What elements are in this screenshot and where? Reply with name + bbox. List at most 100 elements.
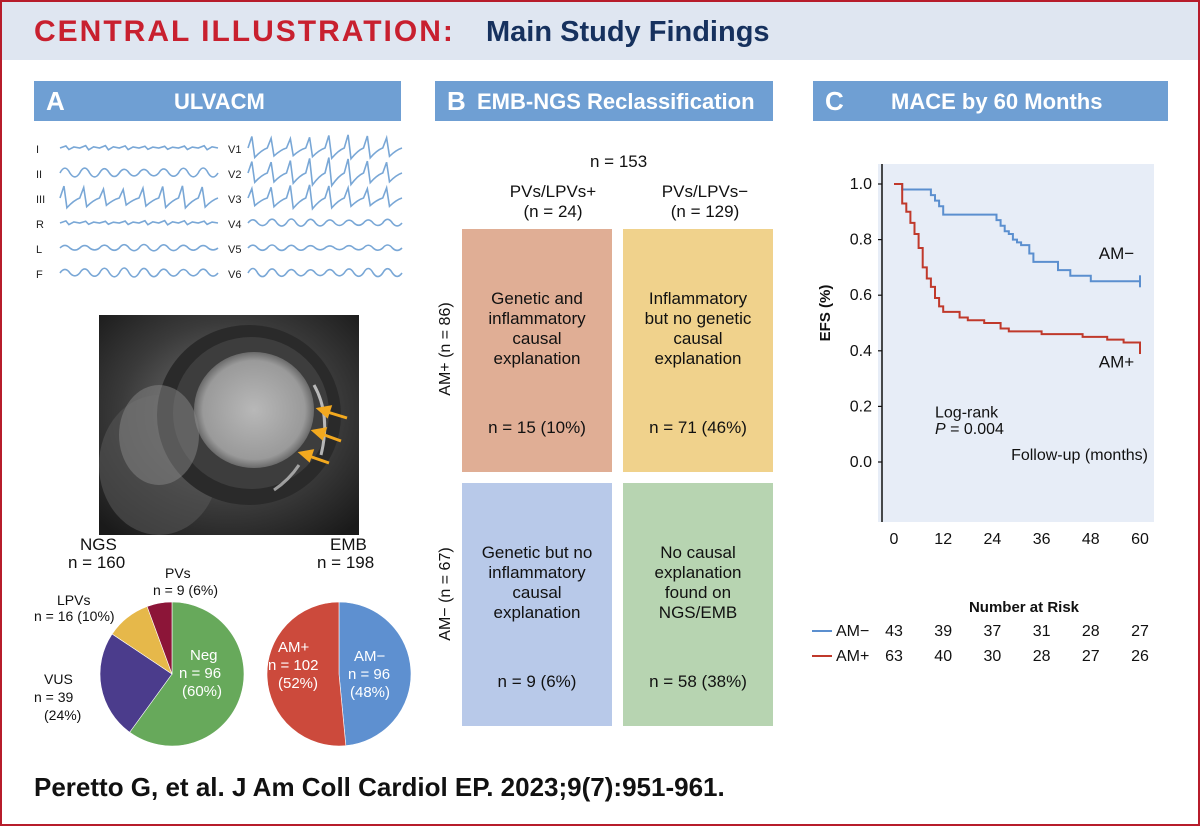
row1-label: AM+ (n = 86) [437,302,454,396]
ecg-trace [59,144,219,151]
panel-c-letter: C [825,86,844,116]
cell-line: causal [512,583,562,602]
panel-a-letter: A [46,86,65,116]
ecg-trace [59,219,219,226]
ecg-trace [59,243,219,252]
cell-line: causal [673,329,723,348]
neg-pct: (60%) [182,683,223,700]
am-minus-pie-count: n = 96 [348,666,391,683]
x-tick-label: 24 [984,531,1002,548]
risk-value: 63 [885,648,903,665]
risk-value: 27 [1131,623,1149,640]
illustration-title: Main Study Findings [486,16,770,48]
panel-a-title: ULVACM [174,89,265,114]
cell-line: inflammatory [488,309,586,328]
cardiac-mri-image [99,315,359,535]
cell-line: found on [664,583,732,602]
x-tick-label: 12 [934,531,952,548]
ecg-lead-label: L [36,244,42,256]
y-tick-label: 0.8 [850,232,872,249]
pie-slice-am [266,601,347,747]
cell-line: explanation [493,603,581,622]
cell-count: n = 15 (10%) [488,418,586,437]
cell-line: NGS/EMB [658,603,738,622]
ecg-lead-label: R [36,219,44,231]
panel-c-header: C MACE by 60 Months [813,81,1168,121]
pie-slice-vus [99,633,173,733]
panel-b-letter: B [447,86,466,116]
ngs-pie-chart [99,601,245,747]
arrow-icon [297,405,348,465]
col1-count: (n = 24) [523,202,583,221]
vus-label: VUS [44,671,73,687]
kaplan-meier-chart: 0.0 0.2 0.4 0.6 0.8 1.0 0 12 24 36 48 60 EFS (%) Foll… [817,164,1154,548]
panel-b-header: B EMB-NGS Reclassification [435,81,773,121]
ecg-lead-label: V6 [228,269,241,281]
col2-count: (n = 129) [670,202,740,221]
logrank-label: Log-rank [935,405,999,422]
am-minus-pie-label: AM− [354,648,386,665]
ecg-trace [247,157,403,188]
y-tick-label: 0.2 [850,398,872,415]
cell-line: Genetic and [491,289,583,308]
y-tick-label: 0.4 [850,343,872,360]
ecg-lead-label: II [36,169,42,181]
ecg-lead-label: V2 [228,169,241,181]
x-axis-label: Follow-up (months) [1011,447,1148,464]
cell-line: causal [512,329,562,348]
km-curve-am-minus [894,183,1140,283]
pie-slice-neg [129,601,245,747]
panel-b-title: EMB-NGS Reclassification [477,89,755,114]
am-plus-pie-pct: (52%) [278,675,319,692]
risk-value: 39 [934,623,952,640]
y-tick-label: 0.0 [850,454,872,471]
row2-label: AM− (n = 67) [437,547,454,641]
title-bar: CENTRAL ILLUSTRATION: Main Study Finding… [2,2,1198,60]
vus-pct: (24%) [44,707,82,723]
col1-label: PVs/LPVs+ [509,182,597,201]
risk-value: 28 [1033,648,1051,665]
pie-slice-am [338,601,412,747]
cell-count: n = 9 (6%) [497,672,577,691]
risk-value: 31 [1033,623,1051,640]
emb-pie-title: EMB [330,535,367,554]
risk-value: 30 [984,648,1002,665]
y-axis-label: EFS (%) [817,285,834,342]
lpvs-label: LPVs [57,592,91,608]
cell-line: Genetic but no [481,543,593,562]
illustration-label: CENTRAL ILLUSTRATION: [34,15,455,48]
neg-count: n = 96 [179,665,222,682]
citation: Peretto G, et al. J Am Coll Cardiol EP. … [34,772,725,802]
emb-pie-chart [266,601,412,747]
x-tick-label: 0 [890,531,899,548]
ecg-trace [59,267,219,278]
neg-label: Neg [190,647,218,664]
col2-label: PVs/LPVs− [661,182,749,201]
lpvs-count: n = 16 (10%) [34,608,115,624]
emb-pie-total: n = 198 [317,553,375,572]
cell-am-plus-pvs-plus: Genetic and inflammatory causal explanat… [462,229,612,472]
ecg-lead-label: V4 [228,219,241,231]
risk-value: 43 [885,623,903,640]
cell-count: n = 71 (46%) [649,418,747,437]
ecg-lead-label: V5 [228,244,241,256]
cell-line: No causal [660,543,736,562]
cell-line: inflammatory [488,563,586,582]
risk-table-grid: Number at Risk AM− 43 39 37 31 28 27 AM+ 63 40 30 28… [812,599,1149,665]
pie-slice-pvs [146,601,173,675]
ecg-trace [247,134,403,161]
series-label-am-plus: AM+ [1099,352,1135,371]
ecg-trace [247,184,403,211]
pvs-label: PVs [165,565,191,581]
reclass-total: n = 153 [590,152,648,171]
cell-line: explanation [654,563,742,582]
panel-c-title: MACE by 60 Months [891,89,1103,114]
ecg-trace [59,167,219,178]
ecg-trace [59,184,219,210]
cell-line: explanation [493,349,581,368]
ecg-lead-label: III [36,194,45,206]
ngs-pie-title: NGS [80,535,117,554]
plot-area [878,164,1154,522]
ecg-trace [247,244,403,252]
